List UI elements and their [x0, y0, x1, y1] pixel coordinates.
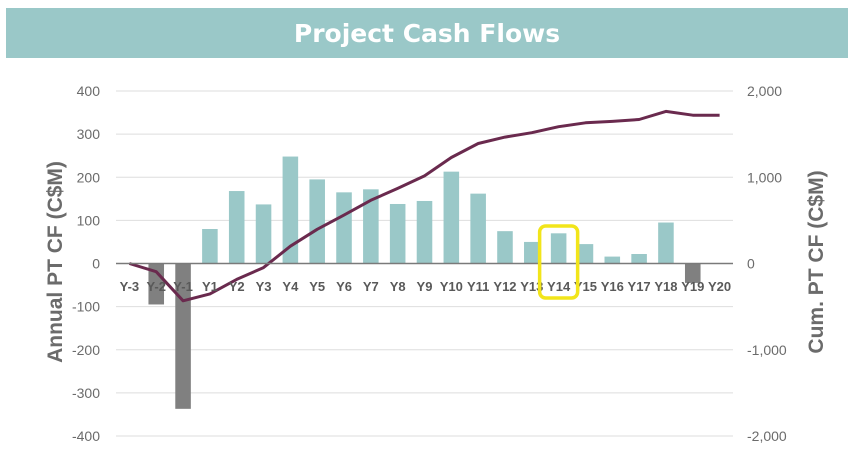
x-axis-label-Y5: Y5	[309, 279, 325, 294]
x-axis-label-Y-1: Y-1	[173, 279, 193, 294]
bar-Y17	[631, 254, 647, 264]
x-axis-label-Y-3: Y-3	[120, 279, 140, 294]
axes: 400 300 200 100 0 -100 -200 -300 -400 2,000 1,000 0…	[44, 83, 828, 444]
bar-Y19	[684, 263, 701, 283]
y-axis-right-tick-label: -2,000	[747, 428, 787, 444]
x-axis-label-Y10: Y10	[440, 279, 463, 294]
y-axis-right-tick-label: 1,000	[747, 169, 782, 185]
y-axis-right-title: Cum. PT CF (C$M)	[805, 170, 828, 353]
highlight-group	[537, 224, 580, 300]
chart-title: Project Cash Flows	[293, 18, 561, 48]
x-axis-label-Y12: Y12	[493, 279, 516, 294]
y-axis-left-tick-label: 400	[77, 83, 101, 99]
bar-Y11	[470, 193, 486, 264]
bar-Y15	[577, 244, 594, 264]
bar-Y16	[604, 256, 621, 264]
bar-Y14	[550, 233, 567, 264]
x-axis-label-Y16: Y16	[601, 279, 624, 294]
x-axis-label-Y2: Y2	[229, 279, 245, 294]
x-axis-label-Y9: Y9	[417, 279, 433, 294]
bar-Y8	[389, 203, 406, 264]
x-axis-label-Y1: Y1	[202, 279, 218, 294]
y-axis-right-tick-label: 2,000	[747, 83, 782, 99]
y-axis-right-tick-label: -1,000	[747, 342, 787, 358]
x-axis-label-Y-2: Y-2	[146, 279, 166, 294]
category-labels: Y-3 Y-2 Y-1 Y1 Y2 Y3 Y4 Y5 Y6 Y7 Y8 Y9 Y10 Y11 Y12 Y13 Y…	[120, 279, 732, 294]
y-axis-left-tick-label: -200	[72, 342, 100, 358]
y-axis-left-tick-label: -300	[72, 385, 100, 401]
bar-Y10	[443, 171, 460, 264]
highlight-box	[537, 224, 580, 300]
y-axis-left-tick-label: 300	[77, 126, 101, 142]
bar-Y18	[658, 222, 674, 264]
x-axis-label-Y18: Y18	[654, 279, 677, 294]
bar-Y5	[309, 179, 325, 264]
bar-Y7	[363, 189, 379, 264]
x-axis-label-Y4: Y4	[282, 279, 299, 294]
y-axis-left-tick-label: 100	[77, 212, 101, 228]
y-axis-left-tick-label: 200	[77, 169, 101, 185]
x-axis-label-Y13: Y13	[520, 279, 543, 294]
bar-Y3	[255, 204, 272, 264]
x-axis-label-Y6: Y6	[336, 279, 352, 294]
x-axis-label-Y19: Y19	[681, 279, 704, 294]
cumulative-line-group	[128, 109, 720, 303]
y-axis-left-title: Annual PT CF (C$M)	[44, 161, 67, 363]
bar-Y13	[524, 241, 540, 264]
bar-Y6	[336, 192, 352, 264]
bar-Y1	[202, 229, 218, 264]
x-axis-label-Y3: Y3	[256, 279, 272, 294]
bar-Y12	[497, 231, 513, 264]
cumulative-cash-flow-line	[128, 109, 720, 303]
x-axis-label-Y17: Y17	[628, 279, 651, 294]
y-axis-right-tick-label: 0	[747, 256, 755, 272]
x-axis-label-Y14: Y14	[547, 279, 571, 294]
chart-title-banner: Project Cash Flows	[6, 8, 848, 58]
x-axis-label-Y20: Y20	[708, 279, 731, 294]
x-axis-label-Y7: Y7	[363, 279, 379, 294]
bar-Y2	[228, 191, 245, 264]
bar-Y9	[416, 200, 433, 264]
bar-Y4	[282, 156, 299, 264]
x-axis-label-Y11: Y11	[467, 279, 489, 294]
x-axis-label-Y15: Y15	[574, 279, 597, 294]
y-axis-left-tick-label: 0	[92, 256, 100, 272]
x-axis-label-Y8: Y8	[390, 279, 406, 294]
y-axis-left-tick-label: -400	[72, 428, 100, 444]
y-axis-left-tick-label: -100	[72, 299, 100, 315]
